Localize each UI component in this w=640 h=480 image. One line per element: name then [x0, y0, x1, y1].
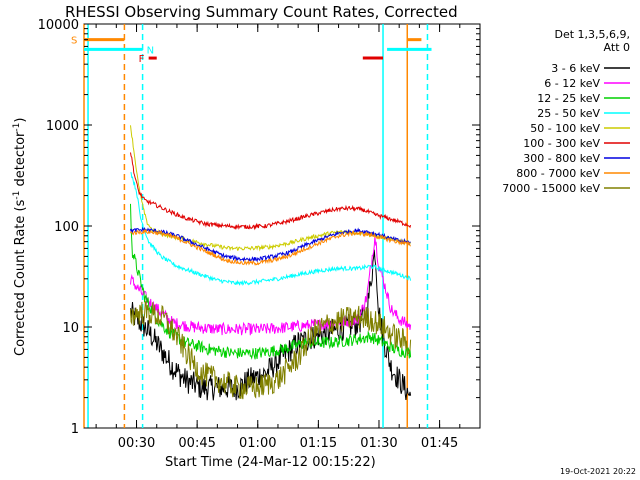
chart-title: RHESSI Observing Summary Count Rates, Co…: [65, 3, 458, 21]
x-tick-label: 01:45: [421, 436, 458, 451]
series-line: [130, 171, 412, 286]
legend-label: 50 - 100 keV: [530, 122, 600, 135]
y-tick-label: 10: [62, 321, 79, 336]
legend-label: 7000 - 15000 keV: [502, 182, 600, 195]
y-axis-ticks: 1 10 100 1000 10000: [38, 18, 480, 437]
x-tick-label: 00:45: [178, 436, 215, 451]
legend-label: 300 - 800 keV: [523, 152, 600, 165]
x-tick-label: 01:15: [300, 436, 337, 451]
legend-label: 25 - 50 keV: [537, 107, 600, 120]
flag-label: F: [139, 54, 145, 65]
y-axis-label-end: ): [13, 118, 28, 123]
series-lines: [130, 125, 412, 401]
series-line: [130, 300, 412, 400]
legend-header-line-1: Det 1,3,5,6,9,: [554, 28, 630, 41]
legend-label: 100 - 300 keV: [523, 137, 600, 150]
flag-label: N: [147, 45, 154, 56]
x-tick-label: 01:30: [360, 436, 397, 451]
y-tick-label: 100: [54, 220, 79, 235]
legend-items: 3 - 6 keV 6 - 12 keV 12 - 25 keV 25 - 50 ke…: [502, 62, 630, 195]
x-tick-label: 00:30: [118, 436, 155, 451]
legend-label: 800 - 7000 keV: [516, 167, 600, 180]
series-line: [130, 228, 411, 266]
series-line: [130, 203, 412, 360]
series-line: [130, 152, 412, 231]
y-axis-label-mid: detector: [13, 131, 28, 191]
flag-label: S: [71, 36, 77, 47]
series-line: [130, 226, 411, 263]
y-axis-label-main: Corrected Count Rate (s: [13, 199, 28, 356]
legend-label: 6 - 12 keV: [544, 77, 600, 90]
y-axis-label-sup1: -1: [12, 191, 22, 200]
legend-header-line-2: Att 0: [604, 41, 630, 54]
flag-bars: S NF: [71, 36, 432, 65]
y-tick-label: 1: [71, 422, 79, 437]
x-axis-label: Start Time (24-Mar-12 00:15:22): [165, 455, 376, 470]
x-tick-label: 01:00: [239, 436, 276, 451]
legend-label: 3 - 6 keV: [551, 62, 600, 75]
legend-label: 12 - 25 keV: [537, 92, 600, 105]
y-tick-label: 10000: [38, 18, 79, 33]
y-axis-label-sup2: -1: [12, 123, 22, 132]
y-axis-label: Corrected Count Rate (s-1 detector-1): [12, 118, 28, 356]
y-tick-label: 1000: [46, 119, 79, 134]
legend: Det 1,3,5,6,9, Att 0 3 - 6 keV 6 - 12 keV…: [502, 28, 630, 195]
footer-timestamp: 19-Oct-2021 20:22: [560, 467, 636, 476]
x-axis-ticks: 00:30 00:45 01:00 01:15 01:30 01:45: [95, 24, 461, 451]
